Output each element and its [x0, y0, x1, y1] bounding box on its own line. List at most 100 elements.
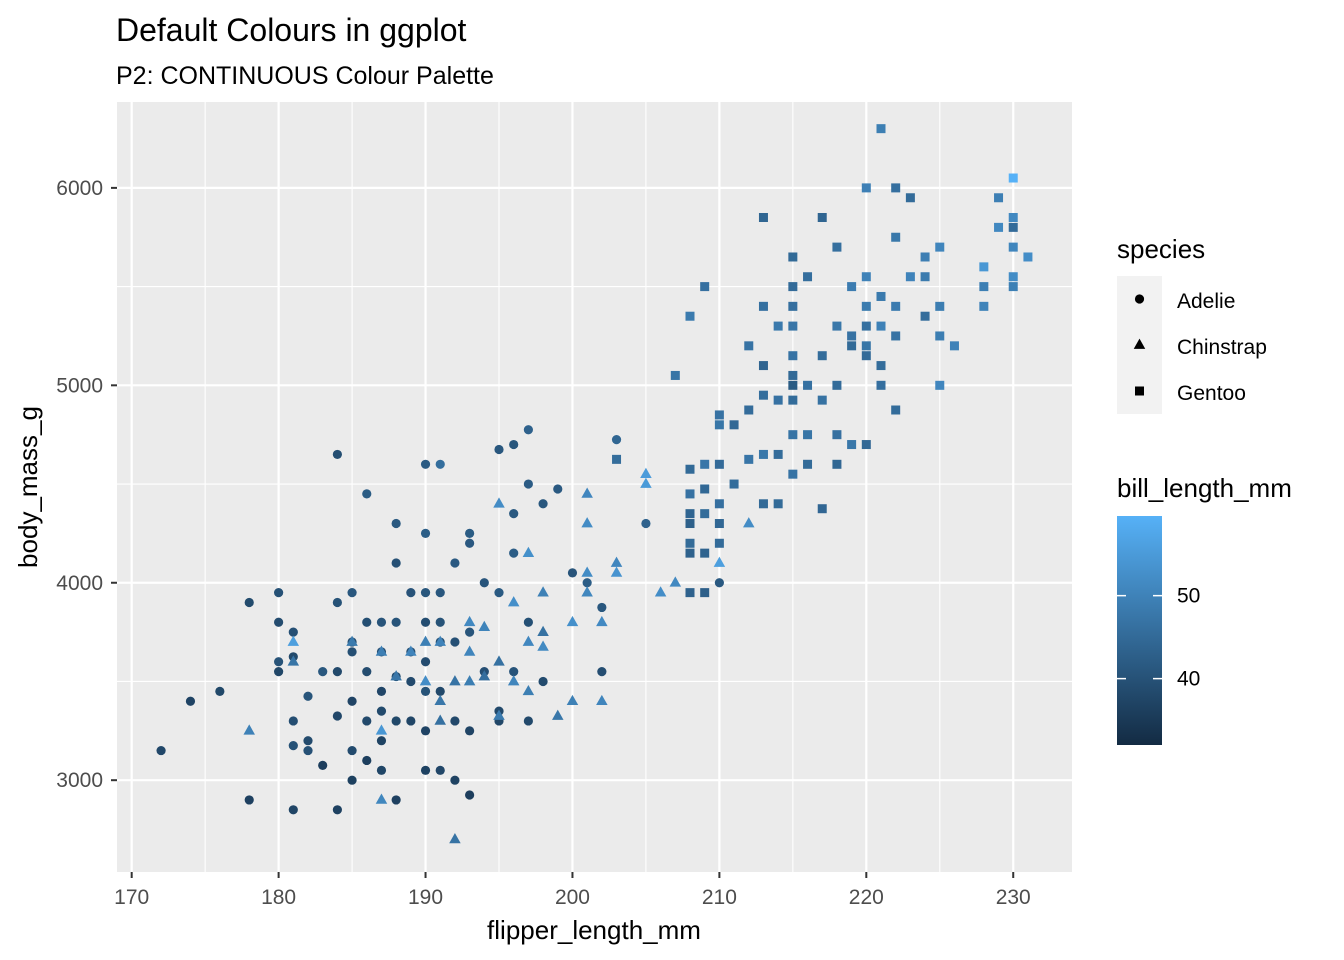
point-chinstrap	[522, 684, 535, 696]
point-adelie	[391, 518, 401, 529]
point-gentoo	[803, 430, 813, 440]
colour-bar-tick-label: 40	[1177, 668, 1200, 691]
point-chinstrap	[552, 709, 564, 720]
point-chinstrap	[537, 625, 549, 636]
point-gentoo	[714, 499, 724, 509]
point-adelie	[435, 686, 445, 696]
point-chinstrap	[346, 635, 358, 646]
point-chinstrap	[434, 635, 446, 646]
point-adelie	[420, 765, 431, 775]
point-gentoo	[876, 124, 886, 134]
point-gentoo	[876, 291, 886, 301]
point-gentoo	[1008, 173, 1018, 183]
point-adelie	[318, 667, 328, 677]
point-adelie	[288, 805, 298, 815]
point-adelie	[450, 558, 460, 568]
point-chinstrap	[596, 694, 608, 706]
x-tick-label: 230	[996, 886, 1031, 909]
point-adelie	[465, 538, 475, 548]
point-adelie	[465, 790, 475, 800]
point-gentoo	[685, 489, 695, 499]
point-gentoo	[744, 405, 754, 415]
point-chinstrap	[713, 556, 726, 567]
x-axis: 170 180 190 200 210 220 230	[114, 872, 1031, 909]
point-chinstrap	[537, 640, 549, 651]
point-gentoo	[803, 272, 813, 282]
point-adelie	[244, 795, 254, 805]
point-gentoo	[1008, 242, 1018, 252]
legend-label-adelie: Adelie	[1177, 290, 1235, 313]
point-gentoo	[685, 548, 695, 558]
point-adelie	[714, 578, 724, 588]
point-gentoo	[994, 222, 1004, 232]
point-chinstrap	[375, 645, 388, 656]
point-adelie	[274, 657, 284, 667]
point-adelie	[303, 736, 313, 746]
x-tick-label: 210	[702, 886, 737, 909]
point-gentoo	[685, 538, 695, 548]
point-gentoo	[773, 499, 783, 509]
point-adelie	[509, 509, 519, 519]
point-adelie	[332, 805, 342, 815]
point-adelie	[509, 667, 519, 677]
point-adelie	[406, 588, 416, 598]
point-gentoo	[714, 420, 724, 430]
point-gentoo	[700, 548, 710, 558]
point-adelie	[274, 617, 284, 627]
point-gentoo	[861, 341, 871, 351]
point-adelie	[509, 439, 519, 450]
point-chinstrap	[449, 833, 461, 844]
point-gentoo	[935, 380, 945, 390]
species-legend-title: species	[1117, 234, 1205, 264]
point-gentoo	[979, 262, 989, 272]
point-chinstrap	[405, 645, 417, 656]
point-gentoo	[935, 331, 945, 341]
point-adelie	[538, 499, 548, 509]
point-gentoo	[832, 459, 842, 469]
point-adelie	[376, 765, 387, 775]
point-adelie	[332, 449, 342, 460]
point-gentoo	[744, 454, 754, 464]
point-chinstrap	[463, 645, 476, 656]
point-chinstrap	[434, 714, 446, 725]
point-gentoo	[1008, 222, 1018, 232]
point-chinstrap	[581, 487, 593, 498]
point-adelie	[391, 558, 401, 568]
point-adelie	[420, 617, 431, 627]
point-gentoo	[612, 454, 622, 464]
x-tick-label: 200	[555, 886, 590, 909]
y-axis: 3000 4000 5000 6000	[56, 177, 117, 792]
point-adelie	[362, 667, 372, 677]
point-gentoo	[685, 464, 695, 474]
plot-panel	[117, 102, 1072, 872]
point-gentoo	[1008, 213, 1018, 222]
colour-bar-tick-label: 50	[1177, 585, 1200, 608]
point-adelie	[494, 588, 504, 598]
x-tick-label: 190	[408, 886, 443, 909]
point-adelie	[362, 617, 372, 627]
point-gentoo	[905, 193, 915, 203]
point-adelie	[420, 657, 431, 667]
point-adelie	[435, 765, 445, 775]
point-adelie	[288, 627, 298, 637]
point-gentoo	[891, 331, 901, 341]
minor-gridlines	[117, 102, 1072, 872]
point-adelie	[641, 518, 651, 529]
legend-label-gentoo: Gentoo	[1177, 382, 1246, 405]
point-chinstrap	[493, 497, 505, 508]
point-gentoo	[788, 282, 798, 292]
point-gentoo	[788, 370, 798, 380]
point-gentoo	[920, 272, 930, 282]
y-tick-label: 4000	[56, 572, 103, 595]
point-chinstrap	[375, 793, 388, 804]
chart-title: Default Colours in ggplot	[116, 12, 467, 48]
point-adelie	[288, 741, 298, 751]
point-adelie	[553, 484, 563, 494]
point-chinstrap	[419, 675, 432, 686]
point-gentoo	[714, 459, 724, 469]
point-gentoo	[847, 331, 857, 341]
x-tick-label: 180	[261, 886, 296, 909]
point-chinstrap	[507, 675, 520, 686]
